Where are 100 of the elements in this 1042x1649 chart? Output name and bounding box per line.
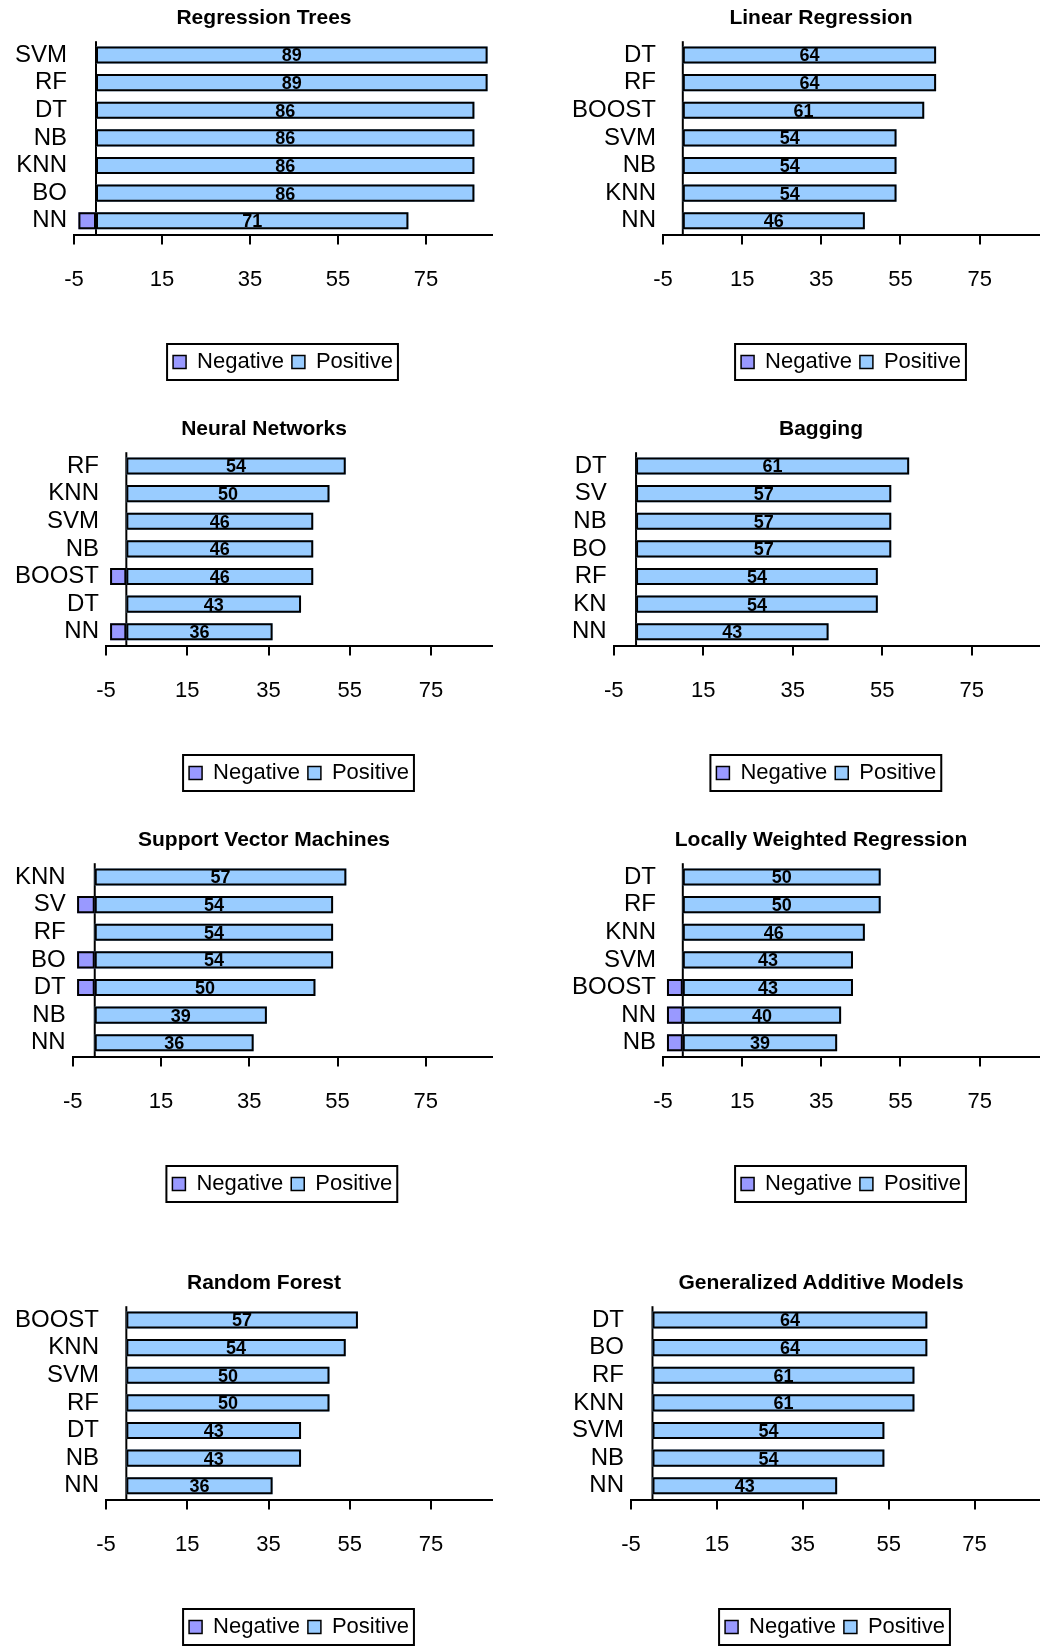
data-label: 54	[779, 183, 800, 204]
x-tick-label: 75	[962, 1530, 987, 1556]
y-tick-label: BO	[30, 944, 66, 972]
x-tick-label: -5	[653, 265, 673, 291]
y-tick-label: KNN	[16, 150, 68, 178]
y-tick-label: DT	[624, 39, 657, 67]
data-label: 86	[275, 183, 296, 204]
y-tick-label: NN	[64, 616, 100, 644]
x-tick-label: 55	[325, 265, 351, 291]
y-tick-label: RF	[574, 561, 607, 589]
x-tick-label: 55	[325, 1087, 350, 1113]
y-tick-label: NB	[622, 150, 657, 178]
y-tick-label: DT	[35, 94, 68, 122]
data-label: 36	[189, 1476, 210, 1497]
data-label: 50	[771, 867, 792, 888]
data-label: 64	[799, 73, 820, 94]
x-tick-label: 35	[790, 1530, 816, 1556]
y-tick-label: DT	[67, 588, 100, 616]
data-label: 46	[209, 566, 230, 587]
data-label: 86	[275, 100, 296, 121]
x-tick-label: 15	[175, 1530, 200, 1556]
data-label: 50	[217, 1393, 238, 1414]
data-label: 54	[226, 1338, 247, 1359]
y-tick-label: NN	[621, 205, 657, 233]
data-label: 50	[771, 895, 792, 916]
legend-label: Positive	[867, 1613, 945, 1639]
y-tick-label: NB	[32, 999, 66, 1027]
x-tick-label: -5	[62, 1087, 83, 1113]
data-label: 57	[232, 1310, 253, 1331]
y-tick-label: KNN	[15, 861, 66, 889]
data-label: 57	[210, 867, 231, 888]
y-tick-label: SVM	[571, 1415, 625, 1443]
x-tick-label: -5	[64, 265, 84, 291]
x-tick-label: -5	[621, 1530, 641, 1556]
x-tick-label: 75	[413, 265, 439, 291]
y-tick-label: BO	[571, 533, 607, 561]
y-tick-label: KNN	[48, 478, 100, 506]
x-tick-label: 35	[256, 676, 281, 702]
data-label: 54	[758, 1448, 779, 1469]
data-label: 64	[779, 1338, 800, 1359]
y-tick-label: RF	[592, 1359, 625, 1387]
data-label: 50	[217, 484, 238, 505]
y-tick-label: DT	[624, 861, 657, 889]
data-label: 40	[751, 1005, 772, 1026]
y-tick-label: NB	[573, 505, 607, 533]
x-tick-label: 15	[704, 1530, 730, 1556]
data-label: 43	[757, 950, 778, 971]
data-label: 57	[753, 484, 774, 505]
x-tick-label: 15	[690, 676, 716, 702]
y-tick-label: KNN	[605, 177, 657, 205]
chart-title: Random Forest	[186, 1270, 342, 1294]
y-tick-label: NN	[64, 1470, 100, 1498]
y-tick-label: NB	[33, 122, 68, 150]
y-tick-label: RF	[624, 67, 657, 95]
data-label: 54	[203, 895, 224, 916]
data-label: 36	[189, 622, 210, 643]
x-tick-label: -5	[96, 1530, 116, 1556]
legend-label: Negative	[749, 1613, 836, 1639]
legend-label: Negative	[213, 759, 300, 785]
y-tick-label: DT	[33, 972, 66, 1000]
data-label: 46	[209, 511, 230, 532]
x-tick-label: 35	[256, 1530, 281, 1556]
y-tick-label: NN	[32, 205, 68, 233]
legend-label: Negative	[740, 759, 828, 785]
data-label: 54	[746, 594, 767, 615]
x-tick-label: 15	[175, 676, 200, 702]
legend-label: Negative	[196, 1170, 284, 1196]
data-label: 43	[203, 1420, 224, 1441]
x-tick-label: 35	[236, 1087, 262, 1113]
y-tick-label: KN	[573, 588, 607, 616]
y-tick-label: BOOST	[572, 94, 657, 122]
chart-title: Bagging	[779, 416, 863, 440]
data-label: 39	[170, 1005, 191, 1026]
x-tick-label: -5	[603, 676, 624, 702]
data-label: 64	[799, 45, 820, 66]
y-tick-label: DT	[592, 1304, 625, 1332]
y-tick-label: KNN	[48, 1332, 100, 1360]
y-tick-label: NB	[65, 533, 100, 561]
y-tick-label: SVM	[47, 1359, 100, 1387]
data-label: 86	[275, 155, 296, 176]
x-tick-label: 75	[418, 676, 444, 702]
data-label: 50	[217, 1365, 238, 1386]
y-tick-label: NB	[65, 1442, 100, 1470]
legend-label: Positive	[315, 1170, 393, 1196]
chart-title: Generalized Additive Models	[678, 1270, 964, 1294]
data-label: 50	[195, 977, 216, 998]
data-label: 89	[281, 73, 302, 94]
y-tick-label: BOOST	[15, 561, 100, 589]
y-tick-label: SV	[574, 478, 607, 506]
y-tick-label: NN	[31, 1027, 66, 1055]
chart-title: Regression Trees	[176, 5, 352, 29]
y-tick-label: NB	[590, 1442, 625, 1470]
data-label: 43	[722, 622, 743, 643]
x-tick-label: 75	[967, 1087, 992, 1113]
x-tick-label: 55	[888, 265, 913, 291]
x-tick-label: -5	[653, 1087, 673, 1113]
y-tick-label: SVM	[14, 39, 68, 67]
y-tick-label: SVM	[604, 122, 657, 150]
data-label: 64	[779, 1310, 800, 1331]
x-tick-label: 15	[148, 1087, 174, 1113]
